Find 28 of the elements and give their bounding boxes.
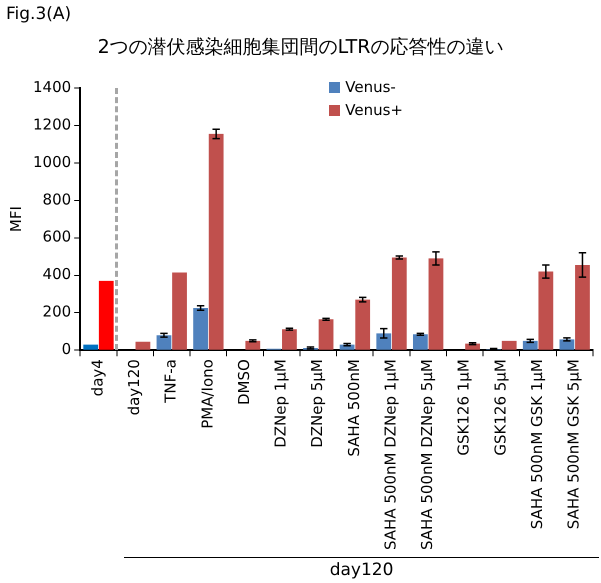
y-axis-title: MFI [6,206,25,232]
y-tick-label: 200 [42,302,72,321]
y-tick-label: 1000 [32,152,72,171]
y-tick-label: 0 [62,340,72,358]
chart-title: 2つの潜伏感染細胞集団間のLTRの応答性の違い [96,35,504,60]
x-tick-label: SAHA 500nM GSK 5μM [564,359,583,530]
x-tick-label: DZNep 1μM [272,359,290,448]
x-tick-label: day4 [88,359,106,396]
caption: Fig.3(A) [6,4,72,24]
y-tick-label: 1400 [32,78,72,96]
x-tick-label: SAHA 500nM [344,359,363,457]
legend-label: Venus- [345,78,396,96]
x-tick-label: TNF-a [162,359,180,404]
y-tick-label: 600 [42,228,72,246]
legend-label: Venus+ [345,101,403,119]
x-tick-label: PMA/Iono [198,359,216,429]
x-tick-label: day120 [125,359,144,416]
y-tick-label: 1200 [32,115,72,134]
x-tick-label: DZNep 5μM [308,359,326,448]
x-tick-label: SAHA 500nM DZNep 5μM [418,359,436,550]
y-tick-label: 400 [42,265,72,284]
x-tick-label: GSK126 5μM [491,359,510,456]
x-tick-label: SAHA 500nM GSK 1μM [528,359,546,530]
text: day120 [328,560,394,580]
y-tick-label: 800 [42,190,72,208]
x-tick-label: DMSO [234,359,253,406]
x-tick-label: GSK126 1μM [454,359,473,456]
x-tick-label: SAHA 500nM DZNep 1μM [381,359,400,550]
